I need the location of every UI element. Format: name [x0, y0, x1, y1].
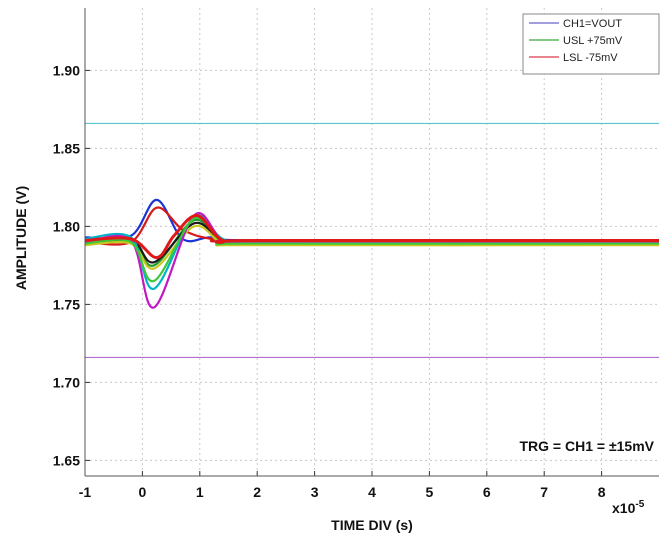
y-tick-label: 1.70 — [53, 374, 80, 390]
x-tick-label: 5 — [426, 484, 434, 500]
x-tick-label: 8 — [598, 484, 606, 500]
trigger-annotation: TRG = CH1 = ±15mV — [519, 438, 654, 454]
x-tick-label: 1 — [196, 484, 204, 500]
x-tick-label: 4 — [368, 484, 376, 500]
x-axis-title: TIME DIV (s) — [331, 517, 413, 533]
x-tick-label: -1 — [79, 484, 92, 500]
y-tick-label: 1.80 — [53, 218, 80, 234]
legend-items: CH1=VOUT USL +75mV LSL -75mV — [529, 18, 623, 64]
y-tick-label: 1.65 — [53, 452, 80, 468]
x-tick-label: 7 — [540, 484, 548, 500]
legend: CH1=VOUT USL +75mV LSL -75mV — [522, 13, 660, 75]
legend-box — [522, 13, 660, 75]
waveform-trace — [84, 198, 660, 243]
axes-layer: -1 0 1 2 3 4 5 6 7 8 1.65 1.70 1.75 1.80 1.85 1.90 — [53, 8, 659, 500]
legend-label: CH1=VOUT — [563, 18, 622, 30]
y-tick-label: 1.75 — [53, 296, 80, 312]
legend-label: USL +75mV — [563, 35, 623, 47]
x-tick-label: 6 — [483, 484, 491, 500]
series-layer — [84, 198, 660, 309]
waveform-trace — [84, 213, 659, 260]
limit-lines — [85, 122, 659, 359]
legend-label: LSL -75mV — [563, 52, 618, 64]
y-tick-label: 1.85 — [53, 140, 80, 156]
y-axis-title: AMPLITUDE (V) — [13, 186, 29, 290]
x-tick-label: 0 — [139, 484, 147, 500]
y-tick-label: 1.90 — [53, 62, 80, 78]
x-tick-label: 2 — [253, 484, 261, 500]
waveform-trace — [84, 212, 660, 309]
x-tick-label: 3 — [311, 484, 319, 500]
x-axis-multiplier: x10-5 — [612, 499, 645, 516]
